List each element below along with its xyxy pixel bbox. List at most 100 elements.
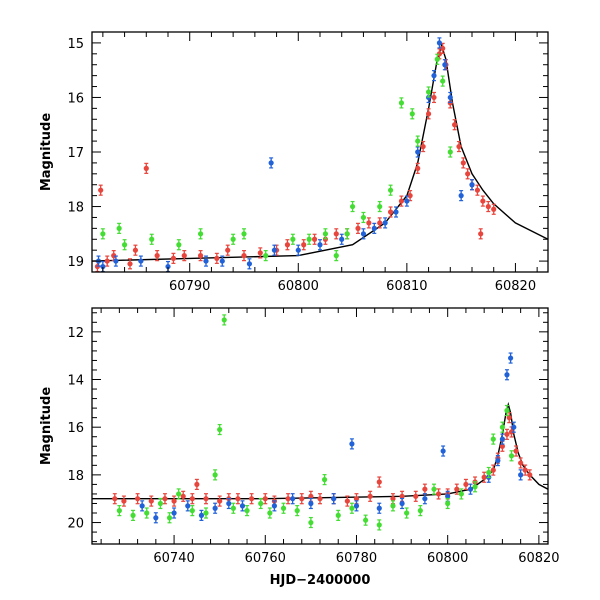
data-point <box>132 247 139 253</box>
x-tick-label: 60760 <box>245 551 286 566</box>
data-point <box>212 472 218 478</box>
data-point <box>377 220 383 226</box>
data-point <box>442 62 448 68</box>
data-point <box>474 187 481 193</box>
data-point <box>404 198 410 204</box>
data-point <box>317 496 323 502</box>
data-point <box>440 78 446 84</box>
data-point <box>518 472 524 478</box>
data-point <box>230 505 236 511</box>
data-point <box>431 73 437 79</box>
data-point <box>257 250 263 256</box>
data-point <box>490 436 496 442</box>
data-point <box>398 100 405 106</box>
data-point <box>165 263 171 270</box>
data-point <box>271 503 277 509</box>
data-point <box>149 236 155 242</box>
y-tick-label: 14 <box>67 374 84 389</box>
data-point <box>390 503 396 509</box>
data-point <box>417 508 423 514</box>
data-point <box>171 510 177 516</box>
x-tick-label: 60800 <box>278 279 319 294</box>
data-point <box>217 426 223 433</box>
data-point <box>143 165 149 171</box>
y-tick-label: 15 <box>67 37 84 52</box>
data-point <box>377 203 383 210</box>
data-point <box>436 51 443 57</box>
x-tick-label: 60740 <box>153 551 194 566</box>
y-axis-label: Magnitude <box>39 387 54 466</box>
data-point <box>116 508 122 514</box>
data-point <box>422 496 428 502</box>
x-axis-label: HJD−2400000 <box>270 573 371 588</box>
data-point <box>431 94 437 101</box>
data-point <box>308 493 314 499</box>
data-point <box>339 236 345 242</box>
x-tick-label: 60790 <box>169 279 210 294</box>
data-point <box>508 429 515 435</box>
data-point <box>135 496 141 502</box>
top-panel: 60790 60800 60810 60820 15 16 17 18 19 Magnitude <box>39 31 549 294</box>
data-point <box>154 253 160 259</box>
data-layer <box>92 37 548 272</box>
data-point <box>294 508 300 514</box>
data-point <box>434 56 440 62</box>
data-point <box>447 149 453 155</box>
data-layer <box>92 314 548 531</box>
data-point <box>285 496 291 502</box>
data-point <box>376 505 382 511</box>
data-point <box>262 496 268 502</box>
data-point <box>180 493 186 499</box>
data-point <box>504 407 510 414</box>
data-point <box>221 317 227 323</box>
data-point <box>495 457 501 464</box>
data-point <box>322 231 329 237</box>
data-point <box>409 111 415 117</box>
data-point <box>511 424 517 430</box>
data-point <box>217 498 223 504</box>
data-point <box>490 467 496 473</box>
data-point <box>100 263 106 270</box>
data-point <box>214 255 220 261</box>
data-point <box>344 231 350 237</box>
data-point <box>198 512 205 518</box>
y-axis-label: Magnitude <box>39 113 54 192</box>
data-point <box>104 258 110 264</box>
data-point <box>472 484 478 490</box>
data-point <box>415 165 421 171</box>
y-tick-label: 17 <box>67 146 84 161</box>
y-tick-label: 16 <box>67 421 84 436</box>
data-point <box>130 512 136 518</box>
data-point <box>127 261 133 267</box>
data-point <box>398 198 405 204</box>
data-point <box>445 500 451 507</box>
data-point <box>311 236 318 242</box>
data-point <box>203 496 209 502</box>
y-tick-label: 19 <box>67 255 84 270</box>
data-point <box>527 472 533 478</box>
data-point <box>203 510 209 516</box>
data-point <box>499 443 505 449</box>
data-point <box>458 193 464 199</box>
data-point <box>458 491 464 497</box>
data-point <box>280 505 287 511</box>
data-point <box>349 505 355 511</box>
data-point <box>399 500 405 507</box>
data-point <box>185 503 191 509</box>
data-point <box>116 225 122 231</box>
data-point <box>436 40 443 46</box>
data-point <box>138 258 144 264</box>
y-tick-label: 18 <box>67 469 84 484</box>
data-point <box>463 481 469 488</box>
data-point <box>363 517 369 523</box>
data-point <box>197 253 204 259</box>
series-2 <box>116 314 515 531</box>
data-point <box>407 193 413 199</box>
series-0 <box>112 412 533 507</box>
x-tick-label: 60780 <box>336 551 377 566</box>
data-point <box>376 479 382 485</box>
data-point <box>121 498 127 504</box>
data-point <box>331 496 337 502</box>
data-point <box>404 510 410 516</box>
